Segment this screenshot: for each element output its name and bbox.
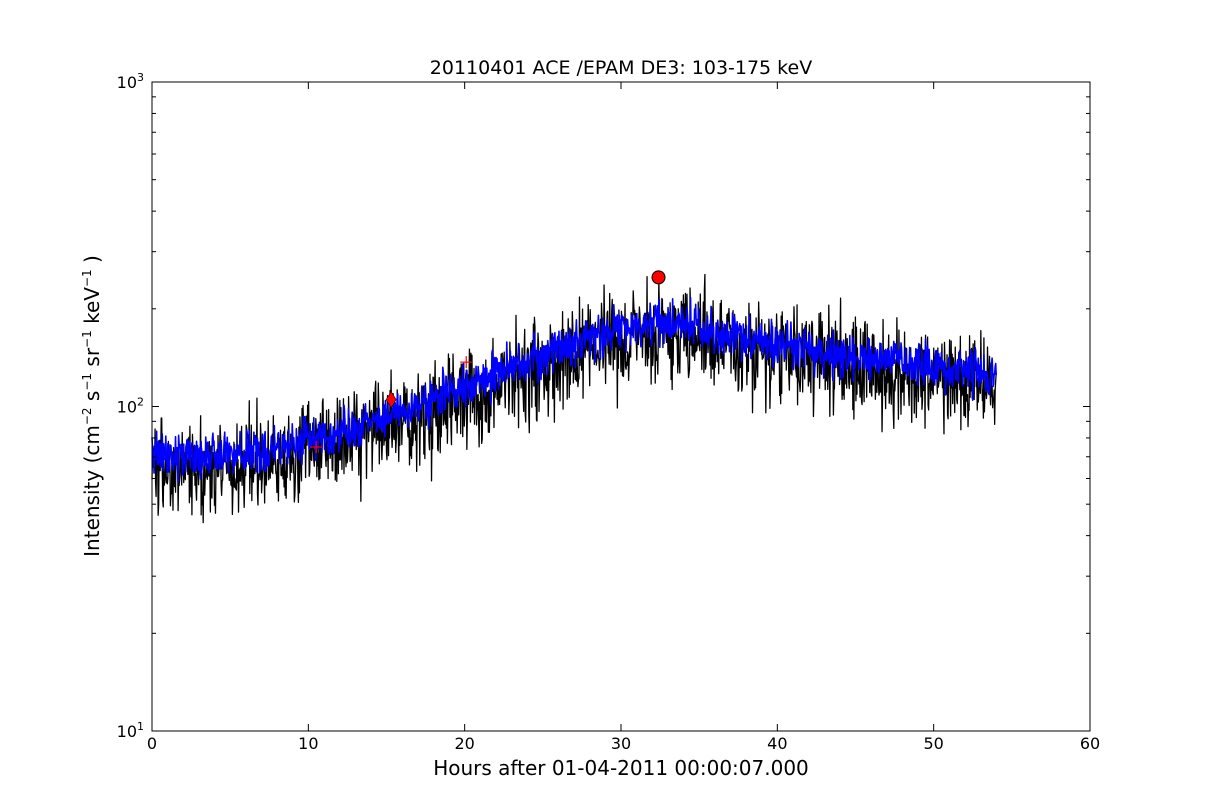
y-label-part4: keV: [80, 287, 104, 331]
marker-layer: [310, 270, 666, 454]
x-tick-label: 20: [454, 734, 474, 753]
x-tick-labels: 0 10 20 30 40 50 60: [147, 734, 1100, 753]
y-tick-base: 10: [117, 398, 137, 417]
x-tick-label: 40: [767, 734, 787, 753]
y-tick-base: 10: [117, 73, 137, 92]
y-label-part3: sr: [80, 347, 104, 373]
marker-circle-3: [651, 270, 666, 285]
x-tick-label: 0: [147, 734, 157, 753]
x-tick-label: 10: [298, 734, 318, 753]
series-line-smoothed: [151, 296, 997, 483]
y-tick-base: 10: [117, 722, 137, 741]
plot-background: [152, 82, 1090, 731]
y-tick-label: 101: [117, 720, 144, 741]
chart-title: 20110401 ACE /EPAM DE3: 103-175 keV: [430, 57, 812, 79]
y-label-prefix: Intensity (cm: [80, 425, 104, 557]
y-label-part2: s: [80, 391, 104, 408]
series-layer: [151, 273, 997, 524]
y-label-sup4: −1: [80, 269, 94, 287]
y-label-sup1: −2: [80, 407, 94, 425]
marker-plus-2: [460, 356, 473, 369]
y-tick-exponent: 3: [137, 71, 144, 84]
y-label-sup3: −1: [80, 330, 94, 348]
plot-area: [151, 81, 1091, 732]
marker-plus-0: [310, 441, 323, 454]
y-label-suffix: ): [80, 255, 104, 269]
marker-diamond-1: [385, 391, 397, 409]
series-line-raw: [151, 273, 997, 524]
tick-layer: [151, 81, 1091, 732]
y-label-sup2: −1: [80, 373, 94, 391]
y-tick-exponent: 1: [137, 720, 144, 733]
x-tick-label: 50: [923, 734, 943, 753]
x-axis-label: Hours after 01-04-2011 00:00:07.000: [433, 756, 809, 780]
x-tick-label: 30: [611, 734, 631, 753]
y-tick-label: 103: [117, 71, 144, 92]
y-tick-label: 102: [117, 396, 144, 417]
x-tick-label: 60: [1080, 734, 1100, 753]
y-axis-label: Intensity (cm−2 s−1 sr−1 keV−1 ): [80, 255, 104, 557]
y-tick-exponent: 2: [137, 396, 144, 409]
